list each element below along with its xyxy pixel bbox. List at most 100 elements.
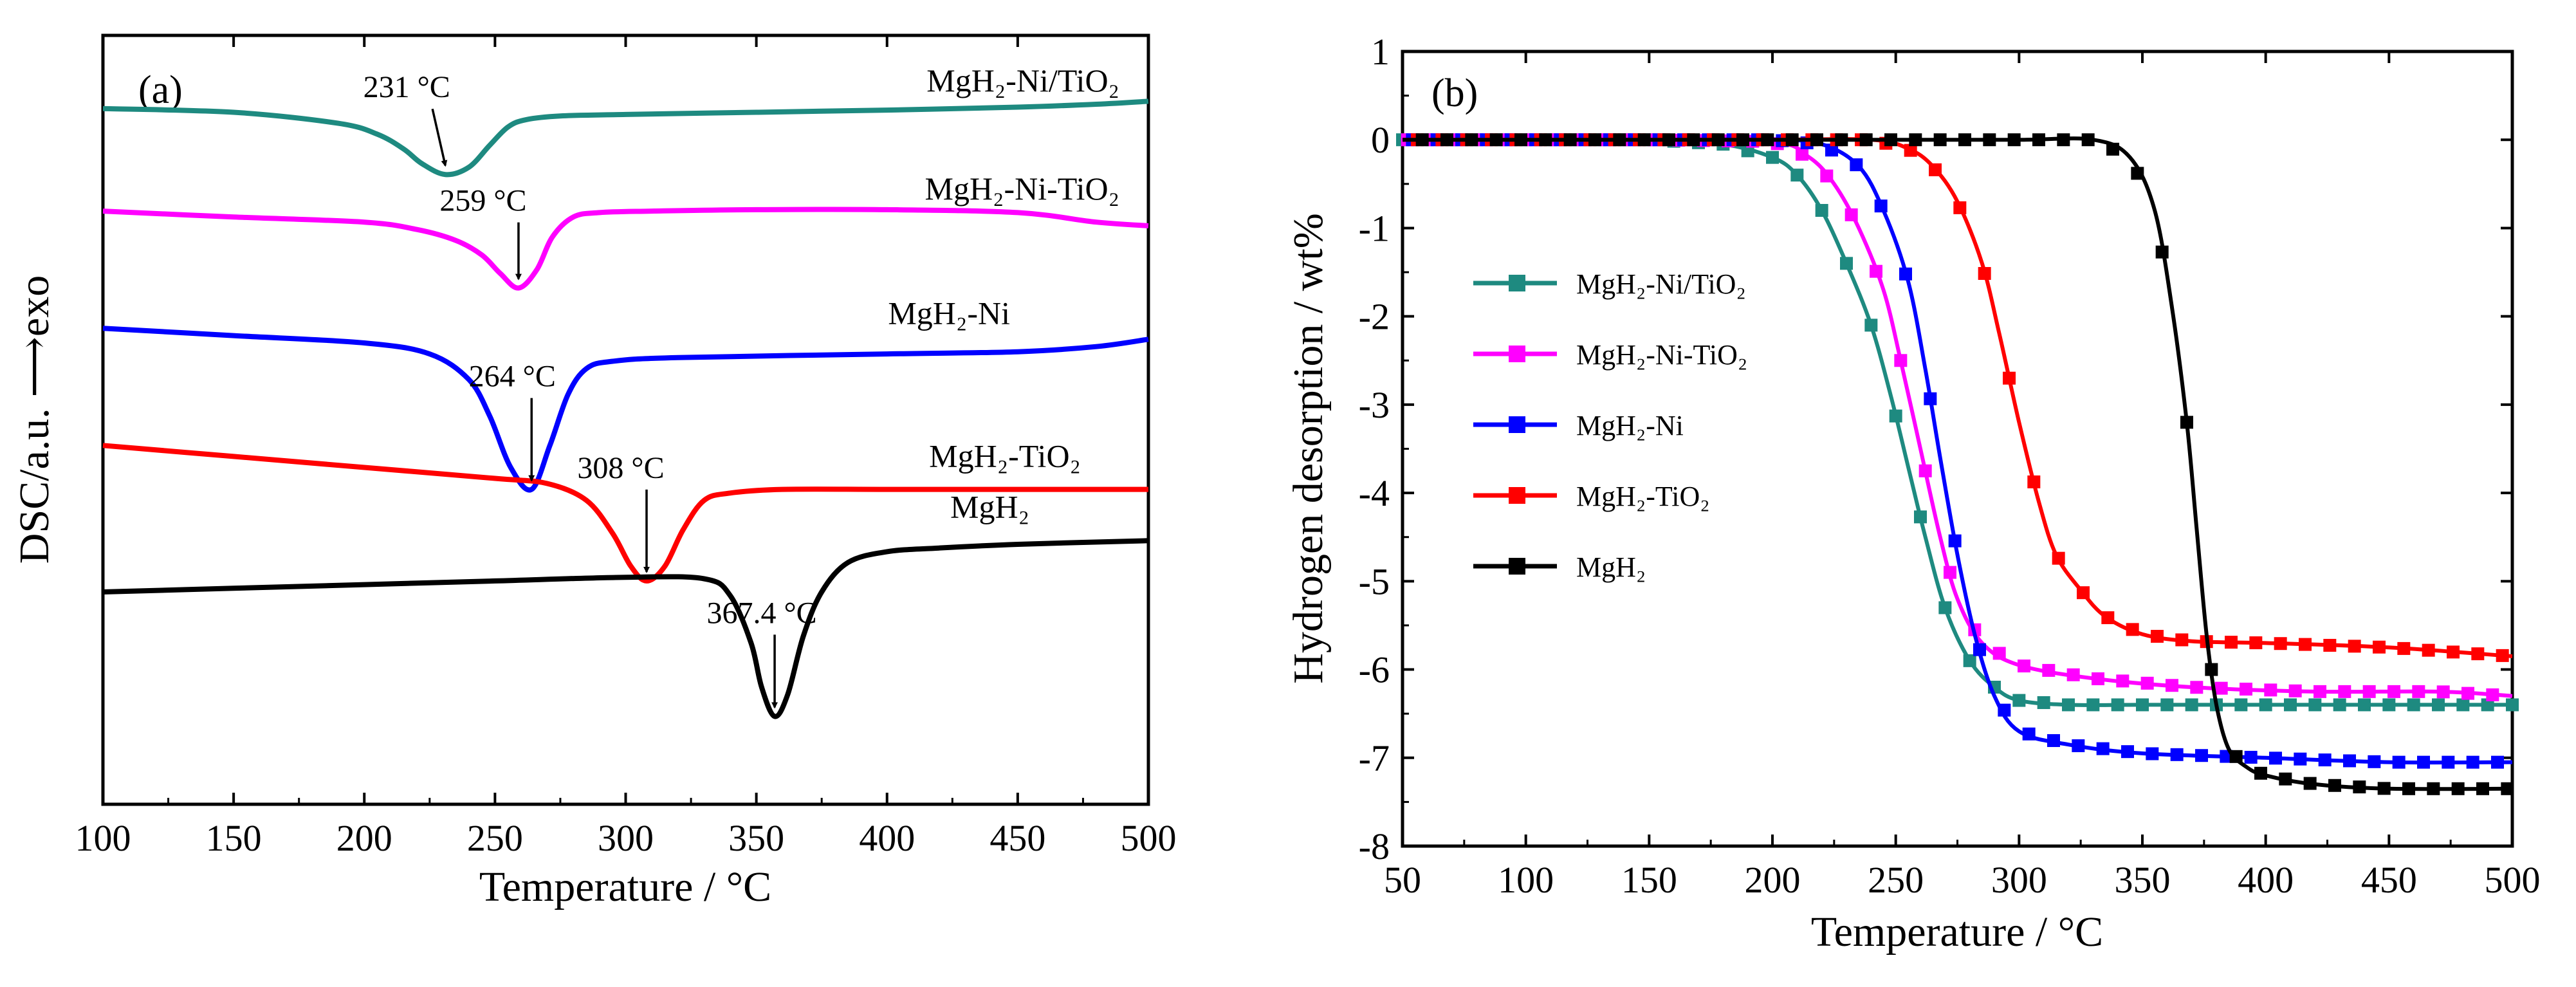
panel-b-legend-marker xyxy=(1509,558,1525,575)
panel-b-marker xyxy=(1440,133,1453,147)
panel-b-marker xyxy=(2229,750,2243,763)
panel-b-legend: MgH₂-Ni/TiO₂ MgH₂-Ni-TiO₂ MgH₂-Ni MgH₂-TiO₂… xyxy=(1473,268,1747,583)
panel-b-marker xyxy=(1948,534,1962,548)
panel-b-marker xyxy=(2402,782,2415,795)
panel-b-marker xyxy=(1864,318,1878,332)
panel-b-marker xyxy=(2081,133,2095,147)
panel-b-marker xyxy=(2007,133,2021,147)
panel-b-marker xyxy=(2254,766,2267,780)
panel-a-curve-label: MgH₂ xyxy=(950,489,1029,525)
panel-b-marker xyxy=(2373,640,2386,654)
panel-b-y-tick-label: -1 xyxy=(1359,207,1390,249)
panel-b-marker xyxy=(2131,167,2144,180)
panel-a-curve-label: MgH₂-TiO₂ xyxy=(929,438,1081,474)
panel-b-y-tick-label: -6 xyxy=(1359,649,1390,691)
panel-b-marker xyxy=(1415,133,1429,147)
panel-b-marker xyxy=(2047,734,2060,748)
panel-b-marker xyxy=(2284,698,2297,712)
panel-b-marker xyxy=(2077,586,2090,600)
panel-b-marker xyxy=(2180,416,2193,429)
panel-a-curves xyxy=(102,98,1149,719)
panel-b-marker xyxy=(2417,755,2430,769)
panel-b-marker xyxy=(1904,143,1917,157)
panel-b-marker xyxy=(2314,685,2326,698)
panel-b-x-tick-label: 150 xyxy=(1621,859,1677,901)
panel-b-legend-marker xyxy=(1509,275,1525,291)
panel-b-marker xyxy=(2205,663,2218,676)
panel-b-marker xyxy=(2387,685,2400,698)
panel-b-marker xyxy=(2160,698,2174,712)
panel-b-marker xyxy=(2353,780,2366,794)
panel-b-y-tick-label: 0 xyxy=(1371,119,1390,161)
panel-b-marker xyxy=(2279,772,2292,786)
panel-a-curve xyxy=(102,538,1149,719)
panel-a-curve xyxy=(102,207,1149,291)
panel-b-marker xyxy=(1944,566,1956,579)
panel-b-marker xyxy=(2294,752,2307,766)
panel-b-marker xyxy=(2442,755,2455,769)
panel-b-marker xyxy=(2481,698,2494,712)
panel-b-marker xyxy=(2116,674,2130,688)
panel-b-marker xyxy=(2422,643,2435,657)
panel-a-ticks: 100 150 200 250 300 350 400 450 500 xyxy=(75,35,1177,859)
panel-a-x-tick-label: 350 xyxy=(728,817,784,859)
panel-b-curve xyxy=(1402,137,2513,765)
panel-b-marker xyxy=(1850,158,1863,172)
panel-b-marker xyxy=(1613,133,1626,147)
panel-b-marker xyxy=(1889,409,1902,423)
panel-b-marker xyxy=(2333,698,2346,712)
panel-b-marker xyxy=(2348,640,2361,653)
panel-b-marker xyxy=(2461,687,2474,700)
panel-b-marker xyxy=(2052,551,2065,565)
panel-b-x-tick-label: 450 xyxy=(2361,859,2417,901)
panel-a-x-tick-label: 400 xyxy=(859,817,915,859)
panel-b-marker xyxy=(1918,464,1932,477)
panel-b-marker xyxy=(1963,654,1976,667)
panel-a-curve-label: MgH₂-Ni/TiO₂ xyxy=(926,62,1119,98)
panel-b-marker xyxy=(2126,623,2139,636)
panel-b-marker xyxy=(1489,133,1503,147)
panel-b-marker xyxy=(1870,264,1882,278)
panel-b-marker xyxy=(2274,637,2287,650)
panel-b-marker xyxy=(2496,649,2509,662)
panel-b-marker xyxy=(2146,747,2159,761)
panel-b-marker xyxy=(2299,638,2312,651)
panel-b-marker xyxy=(1953,201,1967,214)
panel-a-x-tick-label: 300 xyxy=(598,817,654,859)
panel-b-marker xyxy=(2170,748,2184,761)
panel-b-marker xyxy=(1711,133,1725,147)
panel-a-curve-label: MgH₂-Ni xyxy=(888,295,1010,331)
panel-b-marker xyxy=(2066,668,2080,681)
panel-a-peak-label: 259 °C xyxy=(439,184,526,218)
panel-b-marker xyxy=(2476,782,2489,795)
panel-b-marker xyxy=(2471,647,2485,661)
panel-b-x-tick-label: 500 xyxy=(2485,859,2541,901)
panel-b-marker xyxy=(1874,199,1888,213)
panel-b-marker xyxy=(2308,698,2322,712)
panel-b-x-tick-label: 300 xyxy=(1991,859,2047,901)
panel-b-marker xyxy=(2269,752,2282,765)
panel-a-peak-label: 308 °C xyxy=(577,451,664,485)
panel-b-marker xyxy=(2456,698,2470,712)
panel-b-marker xyxy=(2506,698,2519,712)
panel-b-marker xyxy=(1637,133,1651,147)
panel-b-marker xyxy=(2338,685,2351,698)
panel-b-marker xyxy=(1796,147,1808,161)
panel-b-marker xyxy=(2190,681,2203,694)
panel-b-marker xyxy=(2101,611,2115,625)
panel-b-marker xyxy=(2166,679,2178,692)
panel-b-x-tick-label: 50 xyxy=(1384,859,1421,901)
panel-b-legend-label: MgH₂-TiO₂ xyxy=(1576,481,1710,512)
panel-b-legend-marker xyxy=(1509,416,1525,433)
panel-b-marker xyxy=(2195,749,2208,762)
panel-b-marker xyxy=(1909,133,1922,147)
panel-b-x-tick-label: 350 xyxy=(2115,859,2171,901)
panel-b-y-tick-label: -4 xyxy=(1359,472,1390,514)
panel-b-x-axis-label: Temperature / °C xyxy=(1811,909,2103,955)
panel-b-marker xyxy=(2412,685,2425,698)
panel-b-marker xyxy=(1588,133,1601,147)
panel-a-peak-label: 231 °C xyxy=(363,70,450,104)
panel-b-frame xyxy=(1401,50,2514,848)
panel-a-x-tick-label: 150 xyxy=(206,817,262,859)
